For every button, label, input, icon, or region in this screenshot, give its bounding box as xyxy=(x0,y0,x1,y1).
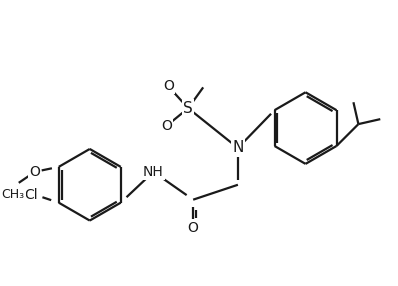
Text: O: O xyxy=(161,119,172,133)
Text: O: O xyxy=(188,221,199,235)
Text: N: N xyxy=(232,140,244,156)
Text: O: O xyxy=(163,79,174,93)
Text: O: O xyxy=(29,165,40,179)
Text: NH: NH xyxy=(143,165,164,179)
Text: CH₃: CH₃ xyxy=(2,188,25,201)
Text: S: S xyxy=(183,101,193,116)
Text: Cl: Cl xyxy=(24,188,38,202)
